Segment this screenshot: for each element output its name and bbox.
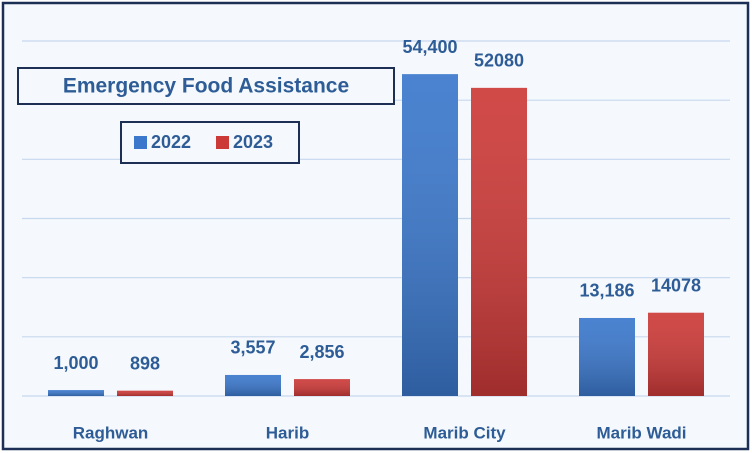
bar-shade bbox=[225, 374, 281, 396]
x-tick-label: Marib City bbox=[423, 423, 506, 442]
x-tick-label: Raghwan bbox=[73, 423, 149, 442]
bars bbox=[48, 74, 704, 397]
x-tick-label: Marib Wadi bbox=[596, 423, 686, 442]
value-label: 14078 bbox=[651, 275, 701, 295]
legend-label: 2023 bbox=[233, 132, 273, 152]
bar-shade bbox=[48, 390, 104, 396]
bar-shade bbox=[117, 390, 173, 396]
value-label: 3,557 bbox=[230, 338, 275, 358]
bar-shade bbox=[294, 379, 350, 396]
bar-shade bbox=[648, 312, 704, 396]
legend-label: 2022 bbox=[151, 132, 191, 152]
value-label: 1,000 bbox=[53, 353, 98, 373]
legend: 2022 2023 bbox=[134, 132, 273, 152]
bar-shade bbox=[579, 317, 635, 396]
x-tick-label: Harib bbox=[266, 423, 309, 442]
title-box bbox=[17, 67, 395, 105]
value-label: 898 bbox=[130, 353, 160, 373]
legend-swatch bbox=[216, 136, 229, 149]
value-label: 2,856 bbox=[299, 342, 344, 362]
legend-box bbox=[120, 121, 300, 164]
legend-swatch bbox=[134, 136, 147, 149]
value-label: 13,186 bbox=[579, 281, 634, 301]
value-label: 54,400 bbox=[402, 37, 457, 57]
value-label: 52080 bbox=[474, 51, 524, 71]
bar-shade bbox=[402, 74, 458, 396]
bar-shade bbox=[471, 87, 527, 397]
chart-title: Emergency Food Assistance bbox=[63, 75, 349, 98]
